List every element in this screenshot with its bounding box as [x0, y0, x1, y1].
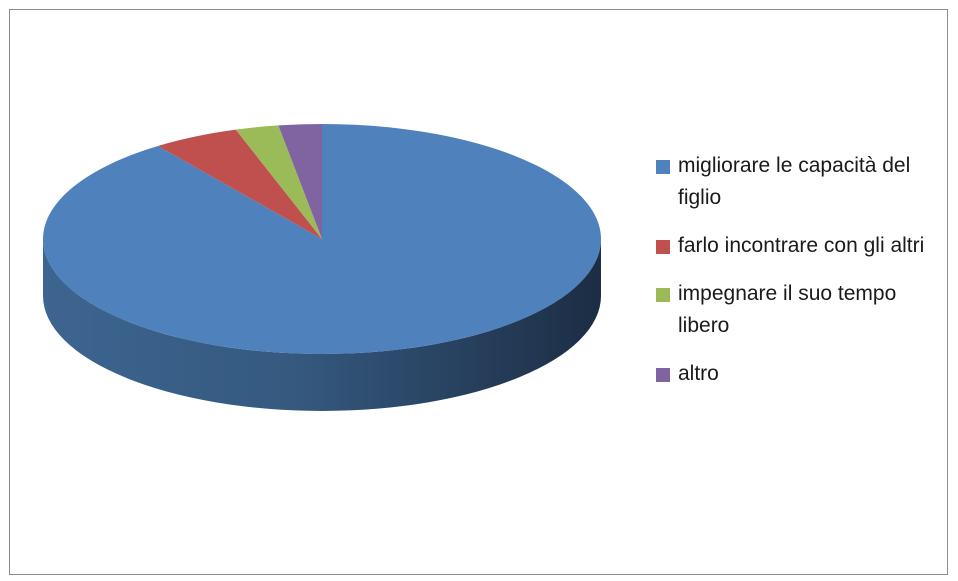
chart-frame: migliorare le capacità del figlio farlo …	[9, 9, 948, 575]
pie-side	[43, 239, 601, 411]
pie-top	[43, 124, 601, 354]
legend-item-impegnare: impegnare il suo tempo libero	[656, 278, 948, 342]
legend-item-migliorare: migliorare le capacità del figlio	[656, 150, 948, 214]
legend-swatch-blue	[656, 160, 670, 174]
pie-side-wall	[43, 239, 601, 411]
pie-chart	[43, 124, 601, 411]
legend-swatch-red	[656, 240, 670, 254]
slice-farlo	[158, 129, 322, 239]
slice-altro	[278, 124, 322, 239]
legend-swatch-green	[656, 288, 670, 302]
legend-item-farlo: farlo incontrare con gli altri	[656, 230, 948, 262]
legend-label: impegnare il suo tempo libero	[678, 282, 897, 337]
legend: migliorare le capacità del figlio farlo …	[656, 150, 948, 406]
legend-item-altro: altro	[656, 358, 948, 390]
legend-label: altro	[678, 362, 719, 385]
legend-label: farlo incontrare con gli altri	[678, 234, 925, 257]
legend-swatch-purple	[656, 368, 670, 382]
legend-label: migliorare le capacità del figlio	[678, 154, 911, 209]
slice-impegnare	[235, 125, 322, 239]
